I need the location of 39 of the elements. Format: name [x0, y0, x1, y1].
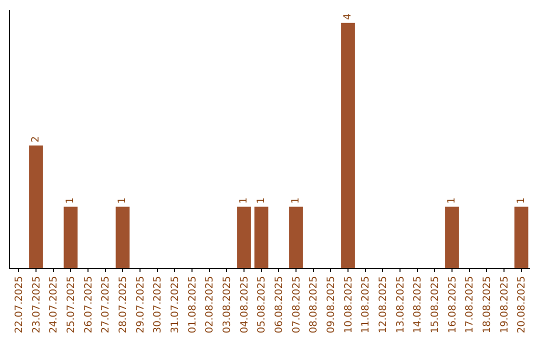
x-tick-label: 04.08.2025 — [239, 276, 250, 334]
x-tick-label: 22.07.2025 — [14, 276, 25, 334]
x-tick-label: 31.07.2025 — [170, 276, 181, 334]
data-label: 4 — [342, 14, 354, 20]
x-tick-label: 06.08.2025 — [274, 276, 285, 334]
x-tick-label: 14.08.2025 — [412, 276, 424, 334]
x-tick-label: 19.08.2025 — [499, 276, 510, 334]
x-tick-label: 16.08.2025 — [447, 276, 458, 334]
x-tick-label: 03.08.2025 — [222, 276, 233, 334]
x-tick-label: 30.07.2025 — [152, 276, 164, 334]
x-tick-label: 05.08.2025 — [256, 276, 268, 334]
data-label: 1 — [290, 197, 302, 204]
x-tick-label: 09.08.2025 — [326, 276, 337, 334]
x-tick-label: 07.08.2025 — [291, 276, 302, 334]
x-tick-label: 29.07.2025 — [135, 276, 146, 334]
x-tick-label: 18.08.2025 — [482, 276, 493, 334]
x-tick-label: 26.07.2025 — [83, 276, 94, 334]
data-label: 1 — [516, 197, 527, 204]
x-tick-label: 11.08.2025 — [360, 276, 372, 334]
x-tick-label: 13.08.2025 — [395, 276, 406, 334]
x-tick-label: 01.08.2025 — [187, 276, 198, 334]
x-tick-label: 20.08.2025 — [516, 276, 528, 334]
x-tick-label: 08.08.2025 — [308, 276, 320, 334]
data-label: 1 — [446, 197, 458, 204]
x-tick-label: 17.08.2025 — [464, 276, 476, 334]
x-tick-label: 02.08.2025 — [204, 276, 216, 334]
data-label: 1 — [256, 197, 267, 204]
x-tick-label: 25.07.2025 — [66, 276, 77, 334]
x-tick-label: 24.07.2025 — [48, 276, 60, 334]
x-tick-label: 28.07.2025 — [118, 276, 129, 334]
x-tick-label: 10.08.2025 — [343, 276, 354, 334]
x-tick-label: 27.07.2025 — [100, 276, 112, 334]
data-label: 1 — [65, 197, 76, 204]
x-tick-label: 12.08.2025 — [378, 276, 389, 334]
data-label: 2 — [30, 136, 42, 142]
x-tick-label: 23.07.2025 — [31, 276, 42, 334]
data-label: 1 — [238, 197, 250, 204]
data-label: 1 — [117, 197, 128, 204]
x-tick-label: 15.08.2025 — [430, 276, 441, 334]
